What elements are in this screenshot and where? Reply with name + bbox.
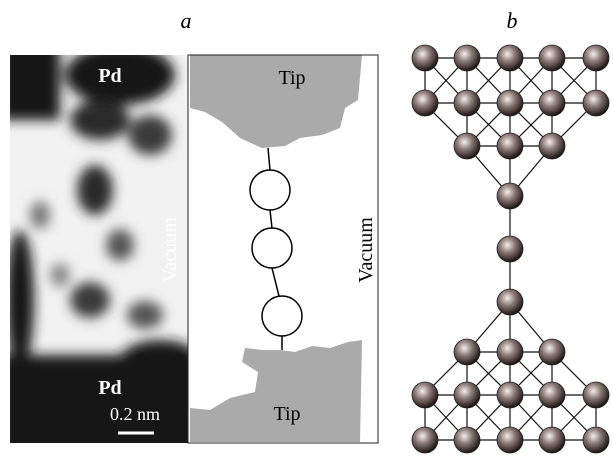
image-label: Pd — [98, 377, 121, 399]
atomic-model — [411, 44, 610, 454]
atom — [538, 132, 566, 160]
atom — [453, 44, 481, 72]
atom — [453, 381, 481, 409]
atom — [411, 381, 439, 409]
atom — [453, 426, 481, 454]
atom — [582, 44, 610, 72]
atom — [538, 381, 566, 409]
atom — [538, 89, 566, 117]
atom — [411, 426, 439, 454]
atom — [453, 338, 481, 366]
panel-label: a — [181, 8, 192, 33]
atom — [496, 235, 524, 263]
atom — [496, 381, 524, 409]
atom — [582, 426, 610, 454]
atom — [496, 182, 524, 210]
image-label: Vacuum — [159, 217, 181, 283]
schematic-label: Tip — [273, 403, 300, 425]
atom — [538, 338, 566, 366]
atom — [453, 89, 481, 117]
atom — [496, 44, 524, 72]
atom — [411, 44, 439, 72]
atom — [453, 132, 481, 160]
atom — [538, 426, 566, 454]
micrograph: Pd Pd 0.2 nm Vacuum — [10, 55, 188, 443]
atom — [496, 89, 524, 117]
schematic-label: Tip — [278, 67, 305, 89]
atom — [496, 132, 524, 160]
atom — [496, 288, 524, 316]
panel-label: b — [507, 8, 518, 33]
atom — [411, 89, 439, 117]
schematic: Tip Tip Vacuum — [187, 54, 379, 444]
image-label: Pd — [98, 65, 121, 87]
atom — [582, 381, 610, 409]
atom — [538, 44, 566, 72]
atom — [582, 89, 610, 117]
schematic-label: Vacuum — [355, 217, 377, 283]
atom — [496, 426, 524, 454]
scale-bar-label: 0.2 nm — [110, 404, 160, 424]
atom — [496, 338, 524, 366]
